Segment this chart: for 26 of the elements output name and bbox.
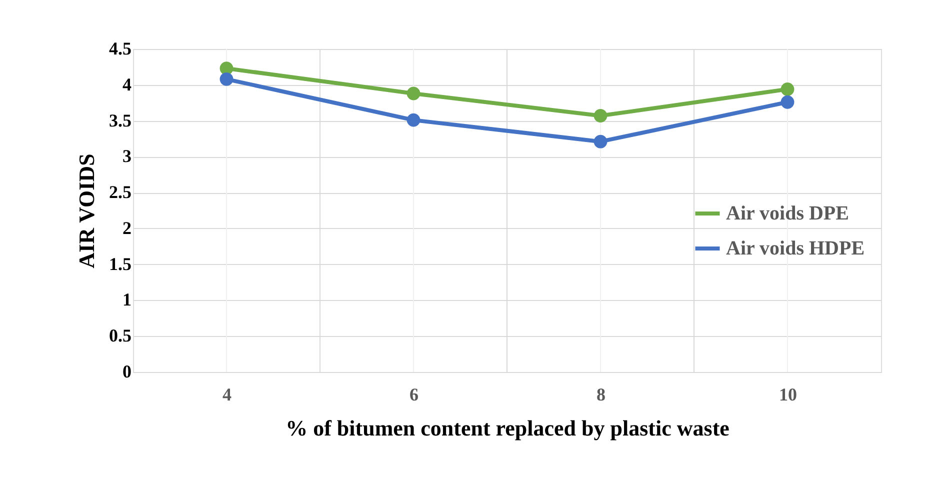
y-tick-label: 0 (122, 362, 132, 382)
point (594, 134, 608, 148)
y-tick-label: 1.5 (109, 254, 132, 274)
y-tick-label: 1 (122, 290, 132, 310)
legend-label: Air voids HDPE (726, 238, 865, 260)
legend-label: Air voids DPE (726, 202, 849, 224)
x-tick-label: 6 (410, 384, 418, 404)
y-tick-label: 4.5 (109, 38, 132, 58)
point (406, 113, 420, 127)
point (780, 82, 794, 96)
y-tick-label: 3.5 (109, 110, 132, 130)
x-axis-title: % of bitumen content replaced by plastic waste (286, 416, 730, 440)
y-tick-label: 2 (122, 218, 132, 238)
x-tick-label: 4 (222, 384, 232, 404)
y-tick-label: 0.5 (109, 326, 132, 346)
y-tick-label: 3 (122, 146, 132, 166)
x-tick-label: 8 (596, 384, 606, 404)
y-tick-label: 4 (122, 74, 132, 94)
x-tick-label: 10 (779, 384, 797, 404)
point (220, 72, 234, 86)
point (594, 109, 608, 122)
point (780, 95, 794, 109)
y-axis-title: AIR VOIDS (74, 154, 99, 268)
point (406, 86, 420, 100)
point (220, 62, 234, 76)
y-tick-label: 2.5 (109, 182, 132, 202)
